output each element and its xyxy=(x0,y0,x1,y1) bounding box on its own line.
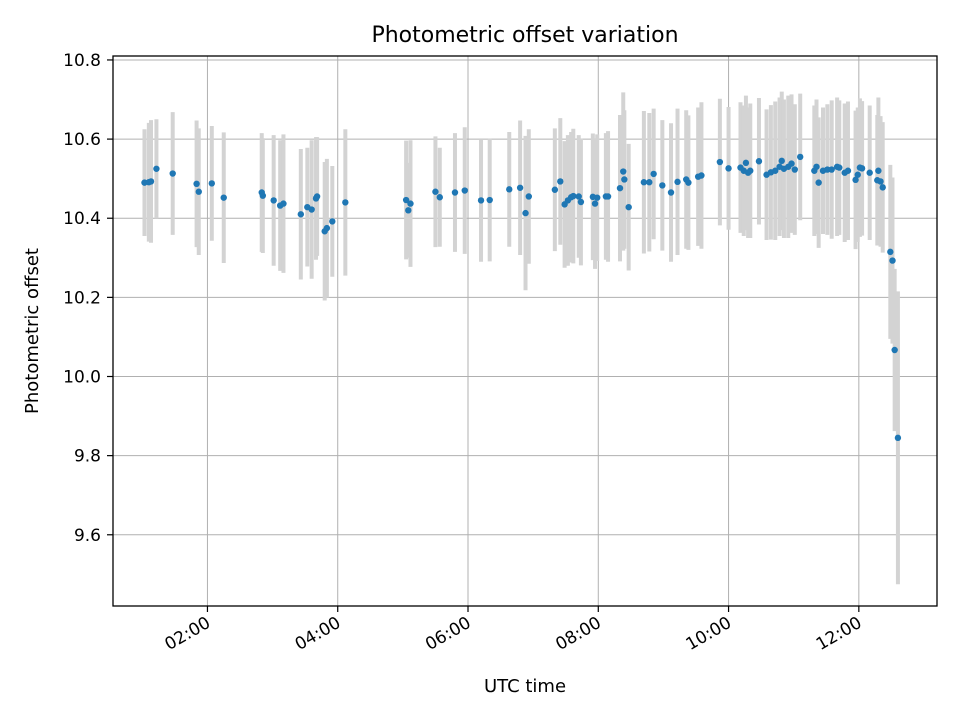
data-point xyxy=(650,170,657,178)
data-point xyxy=(877,178,884,185)
data-point xyxy=(407,200,414,207)
y-tick-label: 10.6 xyxy=(63,130,101,150)
data-point xyxy=(747,167,754,174)
data-point xyxy=(405,207,412,214)
data-point xyxy=(716,158,724,166)
data-point xyxy=(891,346,898,354)
data-point xyxy=(270,197,277,204)
data-point xyxy=(894,434,902,442)
data-point xyxy=(208,180,215,187)
data-point xyxy=(432,188,439,195)
data-point xyxy=(461,187,468,194)
data-point xyxy=(646,179,653,186)
data-point xyxy=(742,159,750,167)
data-point xyxy=(557,178,564,185)
data-point xyxy=(854,171,861,178)
y-axis-label: Photometric offset xyxy=(22,248,43,414)
data-point xyxy=(755,158,763,165)
data-point xyxy=(858,165,866,172)
data-point xyxy=(575,193,582,200)
data-point xyxy=(659,182,666,189)
data-point xyxy=(852,176,859,184)
data-point xyxy=(570,192,577,200)
data-point xyxy=(674,178,681,186)
data-point xyxy=(153,165,160,172)
data-point xyxy=(698,172,705,179)
y-tick-label: 10.8 xyxy=(63,51,101,71)
data-point xyxy=(591,200,599,207)
data-point xyxy=(551,186,559,193)
data-point xyxy=(342,199,349,206)
data-point xyxy=(506,186,513,193)
data-point xyxy=(875,167,882,174)
data-point xyxy=(813,163,820,170)
data-point xyxy=(725,165,732,172)
data-points xyxy=(141,153,902,442)
data-point xyxy=(525,193,532,200)
y-tick-label: 9.8 xyxy=(74,447,101,467)
data-point xyxy=(889,257,896,264)
data-point xyxy=(844,167,852,174)
data-point xyxy=(866,169,873,176)
data-point xyxy=(640,179,648,186)
data-point xyxy=(297,211,305,218)
data-point xyxy=(308,206,315,213)
data-point xyxy=(220,194,227,201)
data-point xyxy=(772,167,779,174)
data-point xyxy=(169,170,176,177)
data-point xyxy=(577,198,585,206)
x-axis-label: UTC time xyxy=(484,676,566,697)
data-point xyxy=(621,176,628,183)
data-point xyxy=(791,166,798,173)
y-tick-label: 10.2 xyxy=(63,288,101,308)
data-point xyxy=(280,200,287,207)
data-point xyxy=(323,224,331,232)
data-point xyxy=(436,194,443,201)
data-point xyxy=(778,157,785,165)
data-point xyxy=(593,194,601,201)
data-point xyxy=(667,189,675,196)
y-tick-label: 10.4 xyxy=(63,209,101,229)
data-point xyxy=(451,189,459,196)
data-point xyxy=(195,188,202,195)
data-point xyxy=(625,203,632,211)
grid-lines xyxy=(113,56,937,606)
data-point xyxy=(815,179,822,186)
chart-title: Photometric offset variation xyxy=(371,23,678,48)
data-point xyxy=(788,160,795,167)
data-point xyxy=(616,184,624,192)
data-point xyxy=(685,179,692,186)
data-point xyxy=(486,196,493,204)
data-point xyxy=(879,184,886,191)
y-tick-label: 9.6 xyxy=(74,526,101,546)
data-point xyxy=(402,196,410,204)
data-point xyxy=(620,168,627,175)
y-tick-label: 10.0 xyxy=(63,368,101,388)
data-point xyxy=(313,193,321,200)
data-point xyxy=(259,192,267,199)
data-point xyxy=(147,178,155,185)
data-point xyxy=(193,180,200,188)
data-point xyxy=(329,218,336,225)
data-point xyxy=(797,153,804,161)
data-point xyxy=(828,166,835,173)
data-point xyxy=(522,209,529,217)
plot-frame xyxy=(112,55,938,607)
data-point xyxy=(887,248,894,256)
data-point xyxy=(604,193,612,200)
y-axis-ticks: 9.6 9.8 10.0 10.2 10.4 10.6 10.8 xyxy=(63,51,113,546)
data-point xyxy=(477,197,485,204)
data-point xyxy=(516,184,524,191)
data-point xyxy=(836,164,843,171)
